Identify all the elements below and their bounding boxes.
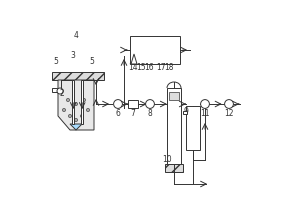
Text: 9: 9 <box>184 108 188 116</box>
Text: 16: 16 <box>144 64 154 72</box>
Circle shape <box>74 118 78 122</box>
Circle shape <box>201 100 209 108</box>
Text: 8: 8 <box>148 110 152 118</box>
Text: 18: 18 <box>164 64 174 72</box>
Text: 5: 5 <box>54 58 58 66</box>
Circle shape <box>82 98 85 102</box>
Text: 10: 10 <box>162 156 172 164</box>
Text: 14: 14 <box>128 64 138 72</box>
Bar <box>167 88 181 164</box>
Circle shape <box>146 100 154 108</box>
Text: 3: 3 <box>71 51 76 60</box>
Bar <box>186 106 200 150</box>
Bar <box>128 100 138 108</box>
Circle shape <box>66 98 70 102</box>
Circle shape <box>74 102 78 106</box>
Circle shape <box>62 108 66 112</box>
Text: 6: 6 <box>116 110 120 118</box>
Bar <box>52 72 104 80</box>
Text: 12: 12 <box>224 110 234 118</box>
Bar <box>165 164 183 172</box>
Polygon shape <box>58 80 94 130</box>
Bar <box>52 88 57 92</box>
Bar <box>72 80 74 124</box>
Polygon shape <box>70 124 82 130</box>
Circle shape <box>57 88 63 94</box>
Text: 15: 15 <box>136 64 146 72</box>
Text: 7: 7 <box>130 110 135 118</box>
Circle shape <box>225 100 233 108</box>
Polygon shape <box>131 54 137 64</box>
Bar <box>81 80 83 124</box>
Circle shape <box>68 114 72 118</box>
Bar <box>183 111 187 114</box>
Circle shape <box>114 100 122 108</box>
Text: 17: 17 <box>156 64 166 72</box>
Bar <box>130 36 180 64</box>
Text: 2: 2 <box>60 90 64 98</box>
Text: 4: 4 <box>74 31 78 40</box>
Circle shape <box>86 108 90 112</box>
Text: 5: 5 <box>90 58 94 66</box>
Bar <box>169 92 179 100</box>
Circle shape <box>80 114 84 118</box>
Text: 11: 11 <box>200 110 210 118</box>
